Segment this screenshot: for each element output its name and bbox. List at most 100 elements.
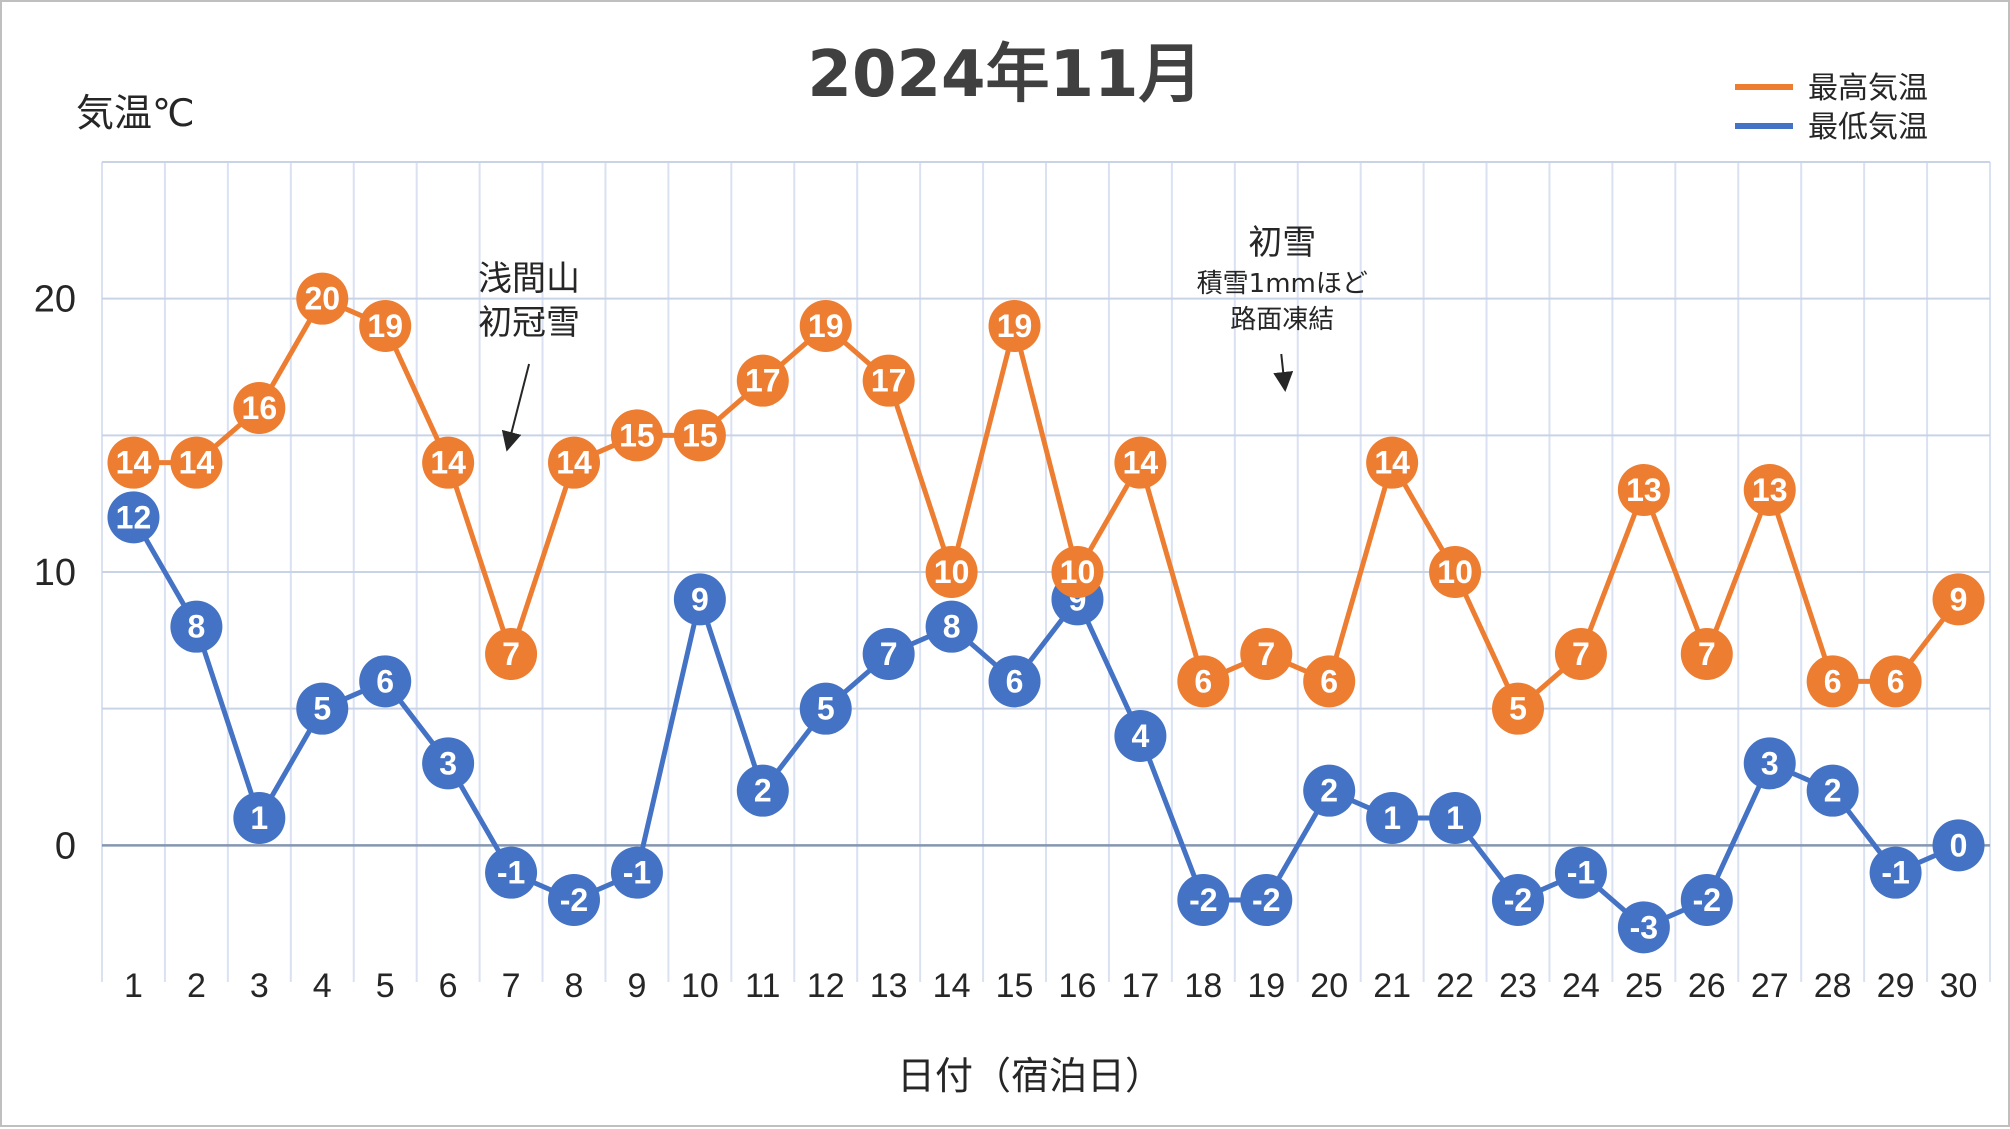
data-point [1177, 655, 1230, 708]
data-point [1492, 682, 1544, 735]
data-label: 6 [1194, 663, 1212, 699]
data-point [359, 300, 412, 352]
x-tick-label: 28 [1814, 967, 1852, 1005]
data-point [107, 491, 160, 544]
data-point [233, 792, 286, 844]
data-label: 12 [116, 499, 152, 535]
data-label: 20 [304, 281, 340, 317]
x-tick-label: 15 [996, 967, 1034, 1005]
data-point [296, 272, 349, 325]
x-tick-label: 26 [1688, 967, 1726, 1005]
data-label: 10 [1437, 554, 1473, 590]
x-tick-label: 6 [439, 967, 458, 1005]
data-point [1617, 464, 1670, 516]
data-point [1114, 436, 1167, 489]
data-point [1429, 792, 1482, 844]
x-tick-label: 8 [565, 967, 584, 1005]
data-label: 14 [430, 445, 466, 481]
data-label: 2 [1320, 773, 1338, 809]
x-tick-label: 17 [1121, 967, 1159, 1005]
x-tick-label: 13 [870, 967, 908, 1005]
data-label: 14 [556, 445, 592, 481]
y-tick-label: 10 [34, 552, 76, 594]
legend-label-max: 最高気温 [1808, 71, 1928, 106]
data-label: 7 [880, 636, 898, 672]
data-label: -2 [1693, 882, 1721, 918]
data-label: 7 [1698, 636, 1716, 672]
data-point [1680, 628, 1733, 680]
data-label: 19 [997, 308, 1033, 344]
data-label: 6 [1887, 663, 1905, 699]
x-tick-label: 3 [250, 967, 269, 1005]
x-tick-label: 29 [1877, 967, 1915, 1005]
data-label: -1 [1881, 855, 1909, 891]
data-point [1303, 655, 1356, 708]
x-tick-label: 7 [502, 967, 521, 1005]
data-label: -2 [1252, 882, 1280, 918]
legend-label-min: 最低気温 [1808, 110, 1928, 145]
data-point [673, 409, 726, 462]
data-point [862, 628, 915, 680]
data-point [673, 573, 726, 626]
y-tick-label: 0 [55, 825, 76, 867]
data-point [233, 382, 286, 434]
data-point [1617, 901, 1670, 954]
data-label: 9 [691, 581, 709, 617]
data-label: 19 [367, 308, 403, 344]
data-point [548, 436, 600, 489]
annotation-text: 初冠雪 [478, 303, 580, 343]
data-point [799, 300, 852, 352]
data-point [107, 436, 160, 489]
annotation-text: 初雪 [1248, 223, 1316, 263]
series-max: 14 14 16 20 19 14 7 14 15 15 17 19 17 10 19 10 14 6 7 6 14 10… [107, 272, 1985, 735]
annotation-text: 浅間山 [478, 259, 580, 299]
data-label: 4 [1132, 718, 1150, 754]
x-tick-label: 20 [1310, 967, 1348, 1005]
data-label: 17 [871, 363, 907, 399]
data-label: 3 [439, 745, 457, 781]
data-label: 10 [1060, 554, 1096, 590]
data-point [1869, 655, 1922, 708]
x-tick-label: 30 [1940, 967, 1978, 1005]
y-axis-label: 気温℃ [76, 91, 195, 135]
data-point [1554, 628, 1607, 680]
data-label: 7 [502, 636, 520, 672]
data-point [1240, 628, 1293, 680]
x-tick-label: 21 [1373, 967, 1411, 1005]
data-point [1114, 710, 1167, 762]
x-tick-label: 4 [313, 967, 332, 1005]
x-tick-label: 10 [681, 967, 719, 1005]
x-tick-label: 5 [376, 967, 395, 1005]
data-point [1806, 764, 1859, 817]
series-min: 12 8 1 5 6 3 -1 -2 -1 9 2 5 7 8 6 9 4 -2 -2 2 1 1 -2 -1 -3 -2 3 2 -1… [107, 491, 1985, 954]
data-label: 16 [242, 390, 278, 426]
data-label: -1 [623, 855, 651, 891]
grid [101, 161, 1991, 982]
data-label: 13 [1626, 472, 1662, 508]
data-label: 8 [943, 609, 961, 645]
data-label: 5 [817, 691, 835, 727]
data-label: 7 [1257, 636, 1275, 672]
data-label: 6 [376, 663, 394, 699]
data-point [1743, 737, 1796, 790]
data-label: 17 [745, 363, 781, 399]
data-label: 14 [179, 445, 215, 481]
data-label: 19 [808, 308, 844, 344]
x-tick-label: 2 [187, 967, 206, 1005]
data-point [1492, 874, 1544, 926]
data-point [1932, 819, 1985, 872]
x-tick-label: 24 [1562, 967, 1600, 1005]
x-tick-label: 19 [1247, 967, 1285, 1005]
data-label: 14 [1123, 445, 1159, 481]
data-label: 6 [1320, 663, 1338, 699]
data-label: -2 [1189, 882, 1217, 918]
x-tick-labels: 1 2 3 4 5 6 7 8 9 10 11 12 13 14 15 16 17 18 19 20 21 22 23 24 2… [124, 967, 1977, 1005]
data-point [422, 436, 475, 489]
legend: 最高気温 最低気温 [1735, 71, 1928, 145]
data-label: -2 [1504, 882, 1532, 918]
data-label: 7 [1572, 636, 1590, 672]
x-tick-label: 25 [1625, 967, 1663, 1005]
data-point [1554, 846, 1607, 899]
